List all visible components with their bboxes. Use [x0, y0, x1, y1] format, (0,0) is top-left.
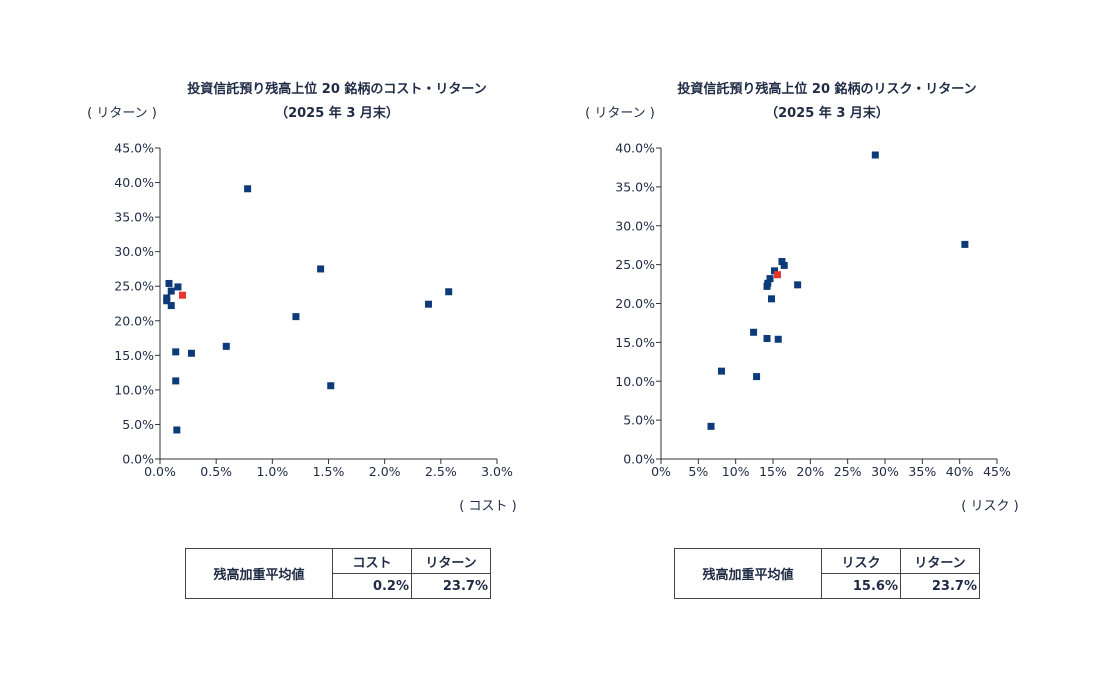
y-tick-label: 35.0%: [114, 210, 154, 225]
x-axis-label: ( コスト ): [459, 499, 516, 514]
data-point: [174, 283, 182, 291]
y-tick-label: 25.0%: [615, 257, 655, 272]
x-tick-label: 2.0%: [369, 464, 401, 479]
weighted-average-point: [178, 291, 186, 299]
table-value-return: 23.7%: [411, 573, 491, 599]
y-tick-label: 15.0%: [114, 348, 154, 363]
data-point: [750, 328, 758, 336]
y-tick-label: 0.0%: [623, 452, 655, 467]
data-point: [768, 295, 776, 303]
table-value-risk: 15.6%: [821, 573, 901, 599]
data-point: [707, 422, 715, 430]
x-tick-label: 30%: [871, 464, 899, 479]
data-point: [766, 275, 774, 283]
data-point: [172, 348, 180, 356]
data-point: [165, 279, 173, 287]
data-point: [778, 258, 786, 266]
y-axis-label: ( リターン ): [87, 106, 157, 121]
y-tick-label: 0.0%: [122, 452, 154, 467]
chart-subtitle: （2025 年 3 月末）: [275, 105, 399, 121]
weighted-average-table-risk: 残高加重平均値 リスク リターン 15.6% 23.7%: [674, 548, 980, 599]
weighted-average-point: [773, 271, 781, 279]
x-tick-label: 40%: [946, 464, 974, 479]
x-tick-label: 0.5%: [200, 464, 232, 479]
x-tick-label: 1.0%: [256, 464, 288, 479]
y-axis-label: ( リターン ): [585, 106, 655, 121]
y-tick-label: 5.0%: [122, 417, 154, 432]
data-point: [445, 288, 453, 296]
x-tick-label: 1.5%: [313, 464, 345, 479]
y-tick-label: 30.0%: [615, 218, 655, 233]
data-point: [763, 334, 771, 342]
table-header-risk: リスク: [821, 548, 901, 574]
x-tick-label: 3.0%: [481, 464, 513, 479]
data-point: [222, 342, 230, 350]
data-point: [780, 261, 788, 269]
x-tick-label: 10%: [722, 464, 750, 479]
data-point: [187, 349, 195, 357]
y-tick-label: 10.0%: [114, 382, 154, 397]
x-tick-label: 20%: [796, 464, 824, 479]
chart-title: 投資信託預り残高上位 20 銘柄のコスト・リターン: [187, 81, 487, 97]
table-header-cost: コスト: [332, 548, 412, 574]
y-tick-label: 25.0%: [114, 279, 154, 294]
chart-title: 投資信託預り残高上位 20 銘柄のリスク・リターン: [677, 81, 976, 97]
x-tick-label: 25%: [834, 464, 862, 479]
x-tick-label: 35%: [908, 464, 936, 479]
data-point: [167, 287, 175, 295]
data-point: [244, 185, 252, 193]
y-tick-label: 15.0%: [615, 335, 655, 350]
data-point: [770, 267, 778, 275]
y-tick-label: 35.0%: [615, 179, 655, 194]
data-point: [753, 373, 761, 381]
data-point: [717, 367, 725, 375]
table-row-label: 残高加重平均値: [674, 548, 822, 599]
data-point: [763, 282, 771, 290]
data-point: [327, 382, 335, 390]
weighted-average-table-cost: 残高加重平均値 コスト リターン 0.2% 23.7%: [185, 548, 491, 599]
y-tick-label: 45.0%: [114, 141, 154, 156]
data-point: [871, 151, 879, 159]
table-row-label: 残高加重平均値: [185, 548, 333, 599]
x-tick-label: 5%: [688, 464, 708, 479]
x-axis-label: ( リスク ): [961, 499, 1018, 514]
y-tick-label: 30.0%: [114, 244, 154, 259]
data-point: [172, 377, 180, 385]
data-point: [292, 313, 300, 321]
data-point: [167, 302, 175, 310]
y-tick-label: 5.0%: [623, 413, 655, 428]
x-tick-label: 45%: [983, 464, 1011, 479]
table-value-cost: 0.2%: [332, 573, 412, 599]
data-point: [794, 281, 802, 289]
data-point: [163, 297, 171, 305]
y-tick-label: 20.0%: [114, 313, 154, 328]
data-point: [961, 240, 969, 248]
y-tick-label: 20.0%: [615, 296, 655, 311]
data-point: [424, 300, 432, 308]
y-tick-label: 10.0%: [615, 374, 655, 389]
x-tick-label: 0%: [651, 464, 671, 479]
table-header-return: リターン: [411, 548, 491, 574]
x-tick-label: 15%: [759, 464, 787, 479]
data-point: [774, 335, 782, 343]
chart-subtitle: （2025 年 3 月末）: [765, 105, 889, 121]
data-point: [317, 265, 325, 273]
table-header-return: リターン: [900, 548, 980, 574]
table-value-return: 23.7%: [900, 573, 980, 599]
x-tick-label: 0.0%: [144, 464, 176, 479]
y-tick-label: 40.0%: [114, 175, 154, 190]
y-tick-label: 40.0%: [615, 141, 655, 156]
data-point: [173, 426, 181, 434]
x-tick-label: 2.5%: [425, 464, 457, 479]
